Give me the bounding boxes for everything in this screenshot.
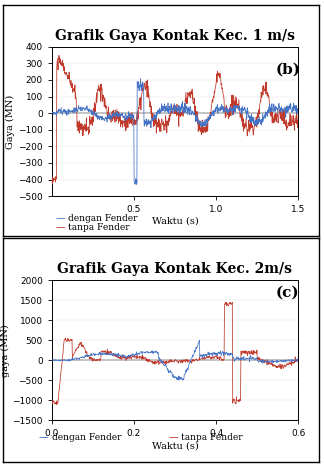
tanpa Fender bbox=[195, 358, 199, 363]
dengan Fender bbox=[50, 358, 54, 363]
dengan Fender bbox=[296, 356, 300, 362]
Y-axis label: Gaya (MN): Gaya (MN) bbox=[6, 94, 15, 149]
Text: tanpa Fender: tanpa Fender bbox=[181, 433, 243, 442]
tanpa Fender bbox=[296, 356, 300, 362]
Line: tanpa Fender: tanpa Fender bbox=[52, 56, 298, 184]
X-axis label: Waktu (s): Waktu (s) bbox=[152, 441, 198, 450]
dengan Fender bbox=[200, 123, 204, 129]
dengan Fender bbox=[134, 182, 138, 187]
Text: —: — bbox=[168, 432, 178, 442]
tanpa Fender bbox=[262, 88, 266, 93]
tanpa Fender bbox=[57, 53, 61, 58]
dengan Fender bbox=[262, 112, 266, 118]
tanpa Fender bbox=[200, 129, 204, 135]
dengan Fender bbox=[139, 76, 143, 82]
Text: —: — bbox=[39, 432, 49, 442]
tanpa Fender bbox=[215, 353, 219, 359]
tanpa Fender bbox=[207, 117, 211, 122]
tanpa Fender bbox=[54, 402, 58, 408]
dengan Fender bbox=[180, 377, 184, 383]
Title: Grafik Gaya Kontak Kec. 2m/s: Grafik Gaya Kontak Kec. 2m/s bbox=[57, 262, 293, 276]
dengan Fender bbox=[193, 113, 197, 119]
dengan Fender bbox=[237, 108, 241, 113]
tanpa Fender bbox=[66, 73, 70, 78]
Text: —: — bbox=[55, 213, 65, 223]
Text: dengan Fender: dengan Fender bbox=[52, 433, 122, 442]
Line: dengan Fender: dengan Fender bbox=[52, 340, 298, 380]
dengan Fender bbox=[161, 361, 165, 367]
tanpa Fender bbox=[162, 358, 166, 364]
dengan Fender bbox=[197, 338, 201, 343]
dengan Fender bbox=[50, 110, 54, 115]
tanpa Fender bbox=[296, 110, 300, 116]
tanpa Fender bbox=[236, 397, 240, 403]
Y-axis label: gaya (MN): gaya (MN) bbox=[0, 324, 9, 376]
Text: (c): (c) bbox=[276, 286, 300, 300]
dengan Fender bbox=[195, 344, 199, 350]
dengan Fender bbox=[65, 113, 69, 118]
Text: (b): (b) bbox=[276, 63, 301, 77]
dengan Fender bbox=[93, 351, 97, 356]
Text: —: — bbox=[55, 222, 65, 232]
dengan Fender bbox=[113, 352, 117, 358]
tanpa Fender bbox=[193, 108, 197, 113]
dengan Fender bbox=[236, 355, 240, 361]
Line: tanpa Fender: tanpa Fender bbox=[52, 302, 298, 405]
tanpa Fender bbox=[114, 354, 118, 359]
X-axis label: Waktu (s): Waktu (s) bbox=[152, 217, 198, 226]
Text: tanpa Fender: tanpa Fender bbox=[68, 223, 130, 232]
tanpa Fender bbox=[51, 181, 54, 186]
dengan Fender bbox=[207, 115, 211, 120]
tanpa Fender bbox=[94, 358, 98, 363]
Line: dengan Fender: dengan Fender bbox=[52, 79, 298, 184]
tanpa Fender bbox=[50, 173, 54, 179]
dengan Fender bbox=[215, 352, 219, 358]
dengan Fender bbox=[296, 110, 300, 116]
Title: Grafik Gaya Kontak Kec. 1 m/s: Grafik Gaya Kontak Kec. 1 m/s bbox=[55, 29, 295, 43]
tanpa Fender bbox=[237, 108, 241, 113]
tanpa Fender bbox=[228, 299, 232, 305]
tanpa Fender bbox=[50, 400, 54, 405]
Text: dengan Fender: dengan Fender bbox=[68, 214, 138, 223]
